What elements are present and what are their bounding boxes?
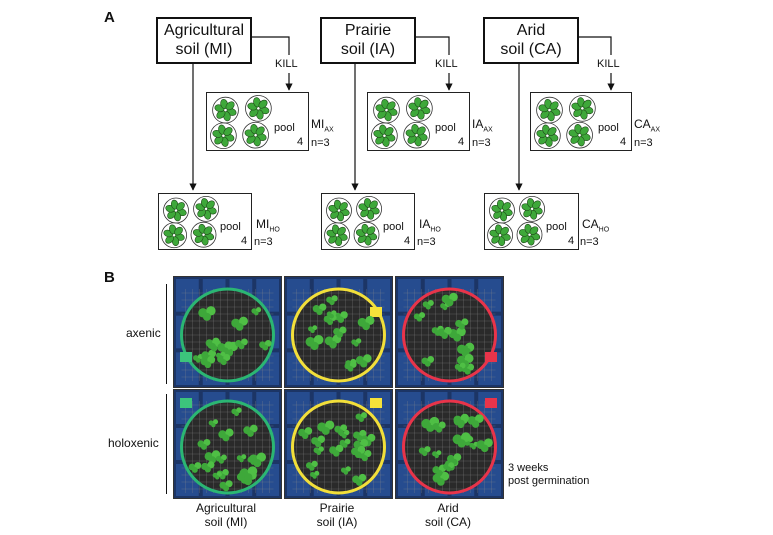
code-subscript: HO <box>269 226 280 234</box>
pool-label: pool <box>220 221 241 233</box>
pool-count: 4 <box>620 136 627 148</box>
pool-count: 4 <box>404 235 411 247</box>
n-label: n=3 <box>472 137 491 149</box>
col-label-line1: Arid <box>437 501 459 515</box>
row-bracket-axenic <box>166 284 167 384</box>
pot-photo-image <box>285 277 392 387</box>
pot-photo-image <box>285 390 392 498</box>
time-note-line2: post germination <box>508 475 590 487</box>
time-note-line1: 3 weeks <box>508 462 549 474</box>
kill-label: KILL <box>597 58 620 70</box>
plant-cluster-icon <box>534 95 596 150</box>
col-label-prairie: Prairie soil (IA) <box>282 501 392 529</box>
soil-box-arid: Arid soil (CA) <box>483 17 579 64</box>
col-label-agricultural: Agricultural soil (MI) <box>171 501 281 529</box>
soil-name-line1: Prairie <box>344 22 392 39</box>
code-subscript: AX <box>324 126 334 134</box>
sample-code-ia-ho: IAHO <box>419 217 441 233</box>
pot-box-holoxenic-ia: pool 4 <box>321 193 415 250</box>
plant-cluster-icon <box>161 195 219 249</box>
soil-name-line2: soil (IA) <box>340 41 396 58</box>
col-label-line2: soil (CA) <box>424 515 471 529</box>
row-label-holoxenic: holoxenic <box>108 436 159 450</box>
pool-label: pool <box>274 122 295 134</box>
pot-photo-image <box>396 390 503 498</box>
row-bracket-holoxenic <box>166 394 167 494</box>
time-note: 3 weeks post germination <box>508 462 589 488</box>
col-label-line2: soil (IA) <box>316 515 358 529</box>
sample-code-ca-ho: CAHO <box>582 217 609 233</box>
soil-box-prairie: Prairie soil (IA) <box>320 17 416 64</box>
sample-code-ia-ax: IAAX <box>472 117 493 133</box>
code-subscript: HO <box>598 226 610 234</box>
col-label-arid: Arid soil (CA) <box>393 501 503 529</box>
soil-name-line2: soil (MI) <box>175 41 233 58</box>
pot-photo-image <box>174 277 281 387</box>
code: CA <box>582 217 599 231</box>
row-label-axenic: axenic <box>126 326 161 340</box>
code: MI <box>311 117 325 131</box>
pool-count: 4 <box>297 136 304 148</box>
plant-cluster-icon <box>210 95 272 150</box>
n-label: n=3 <box>580 236 599 248</box>
pool-count: 4 <box>241 235 248 247</box>
kill-label: KILL <box>275 58 298 70</box>
soil-box-agricultural: Agricultural soil (MI) <box>156 17 252 64</box>
plant-cluster-icon <box>371 95 433 150</box>
pool-label: pool <box>598 122 619 134</box>
pot-photo-image <box>174 390 281 498</box>
plant-cluster-icon <box>324 195 382 249</box>
pot-photo-image <box>396 277 503 387</box>
pot-box-axenic-ia: pool 4 <box>367 92 470 151</box>
photo-axenic-ca <box>395 276 504 388</box>
photo-holoxenic-mi <box>173 389 282 499</box>
code-subscript: AX <box>483 126 493 134</box>
photo-holoxenic-ca <box>395 389 504 499</box>
pot-box-axenic-ca: pool 4 <box>530 92 632 151</box>
panel-a-arrows <box>189 36 615 191</box>
code: MI <box>256 217 270 231</box>
col-label-line2: soil (MI) <box>204 515 248 529</box>
photo-holoxenic-ia <box>284 389 393 499</box>
photo-axenic-ia <box>284 276 393 388</box>
sample-code-mi-ax: MIAX <box>311 117 334 133</box>
soil-name-line1: Agricultural <box>163 22 245 39</box>
code: IA <box>419 217 431 231</box>
pool-count: 4 <box>458 136 465 148</box>
col-label-line1: Prairie <box>319 501 355 515</box>
soil-name-line2: soil (CA) <box>500 41 562 58</box>
panel-a-letter: A <box>104 9 115 26</box>
pot-box-holoxenic-mi: pool 4 <box>158 193 252 250</box>
plant-cluster-icon <box>487 195 545 249</box>
pool-label: pool <box>383 221 404 233</box>
code: CA <box>634 117 651 131</box>
panel-b-letter: B <box>104 269 115 286</box>
n-label: n=3 <box>634 137 653 149</box>
code-subscript: HO <box>430 226 441 234</box>
n-label: n=3 <box>254 236 273 248</box>
soil-name-line1: Arid <box>516 22 546 39</box>
code: IA <box>472 117 484 131</box>
pool-count: 4 <box>568 235 575 247</box>
pot-box-holoxenic-ca: pool 4 <box>484 193 579 250</box>
pool-label: pool <box>435 122 456 134</box>
sample-code-mi-ho: MIHO <box>256 217 280 233</box>
pot-box-axenic-mi: pool 4 <box>206 92 309 151</box>
n-label: n=3 <box>311 137 330 149</box>
code-subscript: AX <box>650 126 661 134</box>
col-label-line1: Agricultural <box>195 501 257 515</box>
sample-code-ca-ax: CAAX <box>634 117 660 133</box>
photo-axenic-mi <box>173 276 282 388</box>
n-label: n=3 <box>417 236 436 248</box>
kill-label: KILL <box>435 58 458 70</box>
pool-label: pool <box>546 221 567 233</box>
